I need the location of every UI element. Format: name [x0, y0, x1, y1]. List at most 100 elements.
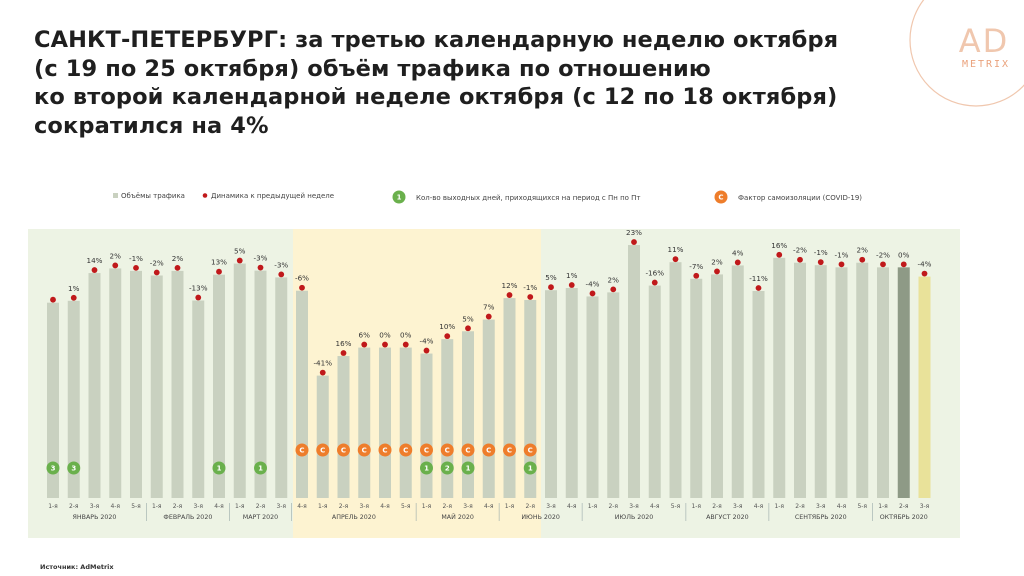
volume-bar [690, 278, 703, 498]
legend-holiday-badge [392, 190, 406, 204]
volume-bar [358, 347, 371, 498]
dynamics-marker [382, 341, 388, 348]
legend-volume-label: Объёмы трафика [121, 192, 185, 200]
dynamics-marker [174, 264, 181, 271]
holiday-badge-text: 1 [258, 465, 263, 473]
holiday-badge-text: 3 [51, 465, 56, 473]
dynamics-label: 7% [483, 303, 495, 312]
panel-self-isolation [293, 229, 541, 538]
covid-badge [440, 443, 454, 457]
dynamics-marker [880, 261, 886, 268]
dynamics-label: 0% [379, 331, 391, 340]
volume-bar [794, 262, 806, 498]
week-tick-label: 3-я [193, 503, 203, 510]
dynamics-marker [755, 285, 762, 291]
legend-dynamics-label: Динамика к предыдущей неделе [211, 192, 334, 200]
dynamics-marker [651, 279, 658, 286]
week-tick-label: 2-я [608, 503, 618, 510]
week-tick-label: 2-я [795, 503, 805, 510]
dynamics-marker [423, 347, 430, 354]
dynamics-label: 23% [626, 228, 642, 237]
volume-bar [856, 262, 869, 498]
title-line-3: ко второй календарной неделе октября (с … [34, 84, 838, 110]
page-title: САНКТ-ПЕТЕРБУРГ: за третью календарную н… [34, 26, 924, 140]
legend-holidays-label: Кол-во выходных дней, приходящихся на пе… [416, 194, 641, 202]
dynamics-marker [838, 261, 845, 268]
dynamics-label: 0% [898, 250, 910, 259]
covid-badge-text: С [362, 447, 367, 455]
dynamics-label: -1% [523, 283, 537, 292]
dynamics-label: 10% [439, 322, 455, 331]
legend: Объёмы трафика Динамика к предыдущей нед… [113, 190, 862, 204]
volume-bar [773, 257, 786, 498]
legend-dynamics-marker [202, 193, 208, 198]
week-tick-label: 3-я [90, 503, 100, 510]
covid-badge [523, 443, 537, 457]
volume-bar [296, 290, 308, 498]
dynamics-marker [568, 282, 575, 288]
covid-badge-text: С [507, 447, 512, 455]
volume-bar [420, 353, 433, 498]
dynamics-marker [112, 262, 119, 269]
dynamics-label: 5% [462, 314, 474, 323]
volume-bar [88, 273, 101, 498]
dynamics-marker [444, 333, 451, 340]
dynamics-label: 5% [234, 247, 246, 256]
covid-badge [503, 443, 516, 457]
week-tick-label: 1-я [691, 503, 701, 510]
month-label: ЯНВАРЬ 2020 [73, 514, 117, 521]
volume-bar [752, 291, 765, 498]
volume-bar [254, 270, 267, 498]
holiday-badge-text: 1 [528, 465, 533, 473]
dynamics-marker [610, 286, 617, 293]
holiday-badge [67, 461, 81, 475]
holiday-badge [420, 461, 433, 475]
volume-bar [607, 292, 620, 498]
month-label: МАЙ 2020 [441, 512, 473, 521]
dynamics-marker [921, 270, 928, 277]
volume-bar [109, 268, 122, 498]
dynamics-label: 5% [545, 273, 557, 282]
volume-bar [918, 276, 931, 498]
week-tick-label: 1-я [235, 503, 245, 510]
volume-bar [399, 347, 412, 498]
volume-bar [897, 267, 910, 498]
title-line-4: сократился на 4% [34, 112, 269, 139]
covid-badge [378, 443, 392, 457]
week-tick-label: 1-я [152, 503, 162, 510]
bars-layer [47, 245, 931, 498]
dynamics-marker [797, 256, 803, 263]
dynamics-marker [859, 256, 866, 263]
volume-bar [379, 347, 391, 498]
dynamics-label: -2% [793, 246, 807, 255]
week-tick-label: 4-я [110, 503, 120, 510]
volume-bar [711, 274, 723, 498]
week-tick-label: 3-я [276, 503, 286, 510]
dynamics-label: -4% [918, 260, 932, 269]
covid-badge [337, 443, 350, 457]
volume-bar [213, 274, 225, 498]
week-tick-label: 4-я [214, 503, 224, 510]
legend-holiday-badge-text: 1 [397, 194, 402, 202]
dynamics-label: 12% [502, 281, 518, 290]
holiday-badge-text: 3 [71, 465, 76, 473]
logo-ad-text: AD [959, 22, 1010, 60]
dynamics-label: -1% [835, 250, 849, 259]
dynamics-label: -1% [814, 248, 828, 257]
legend-volume-swatch [113, 193, 118, 198]
covid-badge [295, 443, 309, 457]
week-tick-label: 5-я [401, 503, 411, 510]
dynamics-label: 16% [771, 241, 787, 250]
week-tick-label: 5-я [671, 503, 681, 510]
covid-badge [482, 443, 496, 457]
dynamics-marker [50, 296, 56, 303]
covid-badge [420, 443, 433, 457]
badges-layer: 3 3 1 1 С С С С С С 1 С 2 С 1 С С С 1 С [46, 443, 537, 475]
dynamics-marker [299, 284, 305, 291]
dynamics-label: -3% [274, 260, 288, 269]
holiday-badge [46, 461, 60, 475]
volume-bar [150, 275, 163, 498]
holiday-badge [523, 461, 537, 475]
week-tick-label: 4-я [380, 503, 390, 510]
volume-bar [503, 298, 516, 498]
